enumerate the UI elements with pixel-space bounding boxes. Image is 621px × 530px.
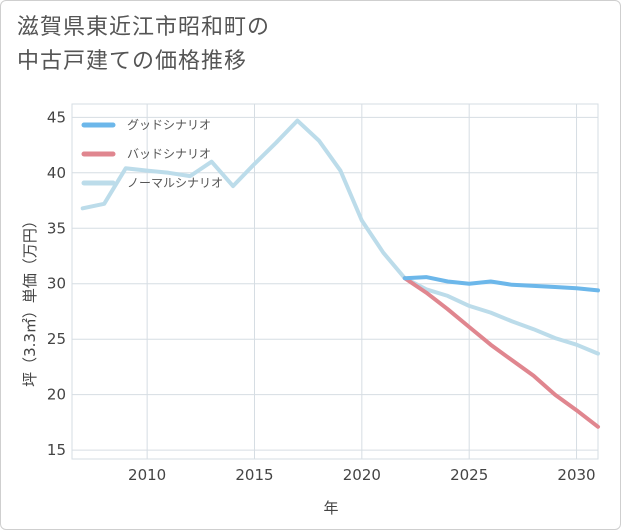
y-tick-label: 20 (47, 386, 66, 404)
series-line-2 (80, 118, 600, 356)
y-axis-ticks: 15 20 25 30 35 40 45 (47, 108, 66, 459)
legend-label: グッドシナリオ (127, 118, 211, 132)
plot-frame (71, 103, 599, 460)
series-lines (80, 118, 600, 429)
x-tick-label: 2010 (128, 466, 166, 484)
y-tick-label: 45 (47, 108, 66, 126)
series-line-1 (402, 276, 600, 429)
chart-title: 滋賀県東近江市昭和町の 中古戸建ての価格推移 (17, 11, 270, 79)
y-tick-label: 25 (47, 330, 66, 348)
x-tick-label: 2015 (235, 466, 273, 484)
x-axis-label: 年 (323, 499, 338, 517)
y-tick-label: 30 (47, 275, 66, 293)
title-line-2: 中古戸建ての価格推移 (17, 49, 248, 74)
x-tick-label: 2025 (450, 466, 488, 484)
legend-label: バッドシナリオ (127, 147, 211, 161)
y-tick-label: 15 (47, 441, 66, 459)
title-line-1: 滋賀県東近江市昭和町の (17, 15, 271, 40)
x-axis-ticks: 2010 2015 2020 2025 2030 (128, 466, 596, 484)
series-line-0 (402, 275, 600, 293)
y-tick-label: 35 (47, 219, 66, 237)
legend-label: ノーマルシナリオ (127, 176, 223, 190)
x-tick-label: 2030 (557, 466, 595, 484)
x-tick-label: 2020 (343, 466, 381, 484)
y-tick-label: 40 (47, 164, 66, 182)
y-axis-label: 坪（3.3㎡）単価（万円） (21, 213, 39, 387)
